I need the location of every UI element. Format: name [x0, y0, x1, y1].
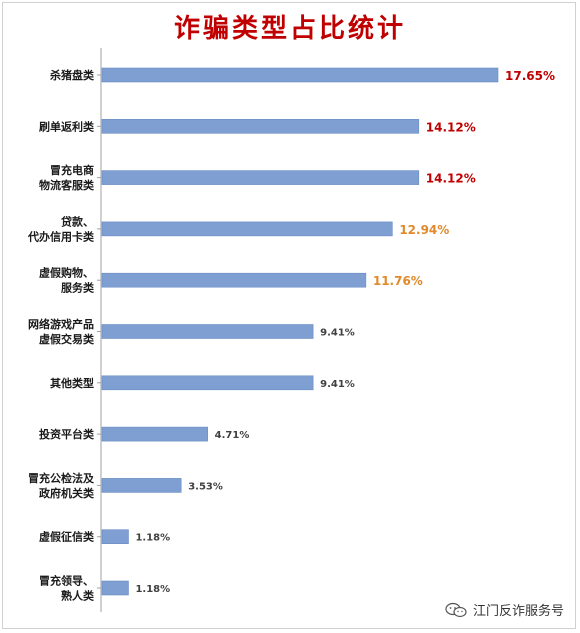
category-label: 冒充领导、	[39, 574, 94, 588]
category-label: 刷单返利类	[39, 119, 95, 133]
data-label: 3.53%	[188, 481, 223, 492]
bar	[101, 478, 182, 493]
bar	[101, 119, 420, 134]
data-label: 1.18%	[135, 533, 170, 544]
bar	[101, 580, 129, 596]
category-label: 政府机关类	[39, 486, 95, 500]
data-label: 4.71%	[215, 430, 250, 441]
category-label: 冒充电商	[50, 163, 94, 177]
category-label: 熟人类	[61, 589, 95, 603]
data-label: 14.12%	[426, 172, 476, 186]
bar	[101, 324, 314, 339]
category-label: 虚假征信类	[39, 530, 95, 544]
bar	[101, 426, 208, 442]
category-label: 代办信用卡类	[27, 229, 95, 243]
wechat-icon	[445, 602, 467, 617]
data-label: 1.18%	[135, 584, 170, 595]
watermark-text: 江门反诈服务号	[472, 604, 564, 619]
data-label: 14.12%	[426, 120, 476, 134]
bar	[101, 170, 420, 185]
bar	[101, 529, 129, 545]
category-label: 网络游戏产品	[28, 317, 94, 331]
category-label: 其他类型	[50, 376, 94, 390]
data-label: 9.41%	[320, 379, 355, 390]
category-label: 杀猪盘类	[50, 68, 95, 82]
category-label: 物流客服类	[39, 178, 95, 192]
bar	[101, 272, 367, 288]
bar	[101, 221, 393, 237]
category-label: 投资平台类	[39, 427, 95, 441]
data-label: 11.76%	[373, 274, 423, 288]
data-label: 12.94%	[399, 223, 449, 237]
category-label: 虚假购物、	[39, 266, 94, 280]
category-label: 贷款、	[61, 214, 94, 228]
data-label: 17.65%	[505, 69, 555, 83]
data-label: 9.41%	[320, 328, 355, 339]
watermark: 江门反诈服务号	[445, 600, 564, 619]
chart-title: 诈骗类型占比统计	[173, 14, 406, 44]
bar	[101, 67, 499, 83]
category-label: 服务类	[61, 281, 95, 295]
category-label: 虚假交易类	[39, 332, 95, 346]
bar	[101, 375, 314, 391]
category-label: 冒充公检法及	[28, 471, 95, 485]
